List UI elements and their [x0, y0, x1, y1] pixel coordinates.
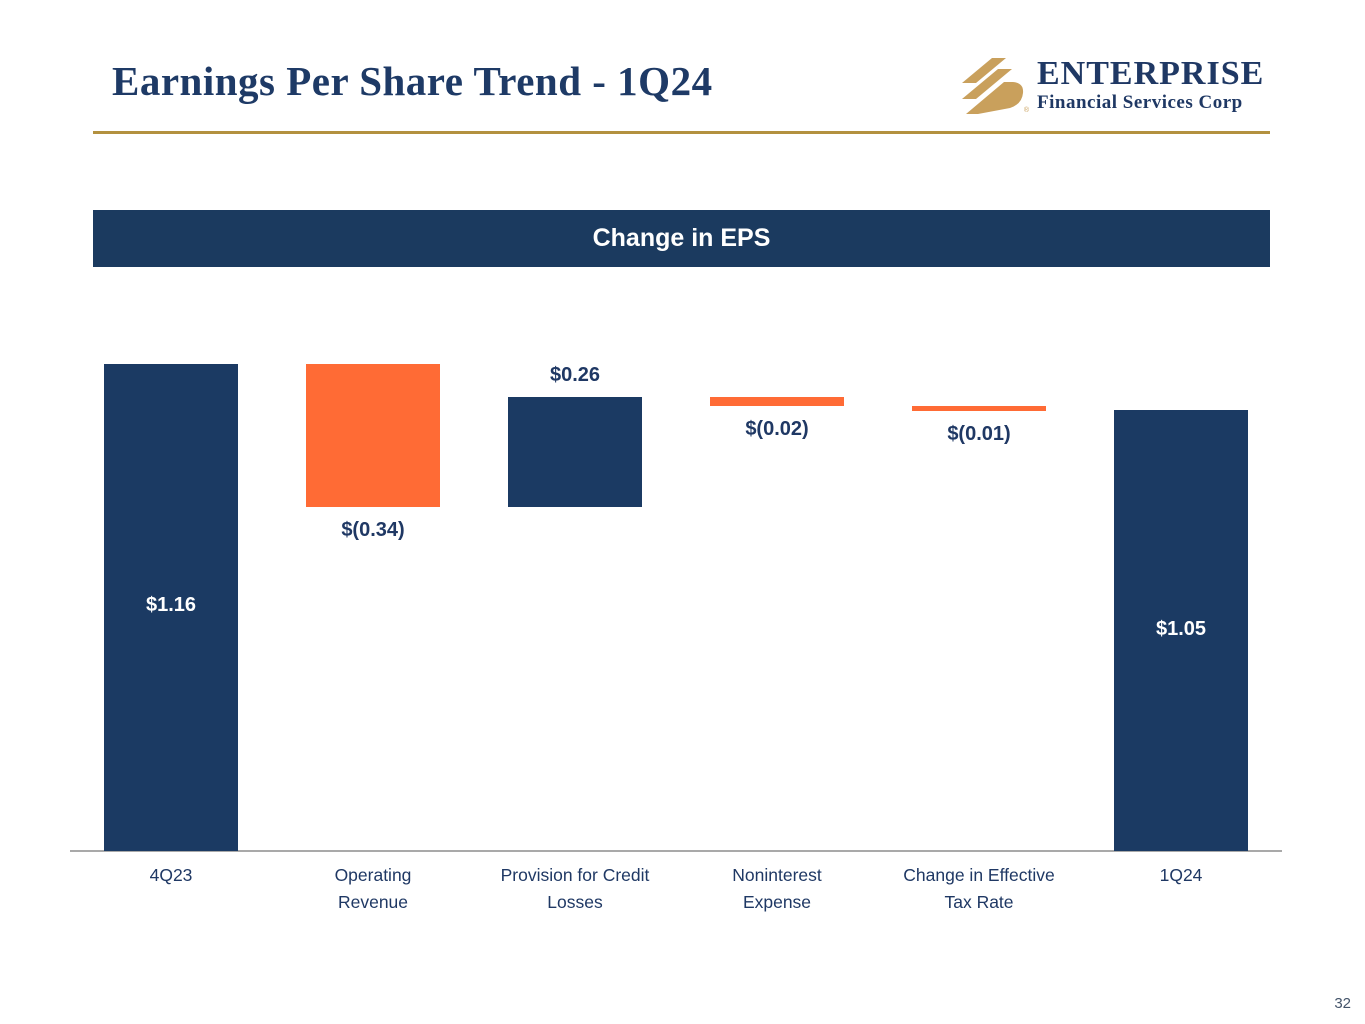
x-axis-label: 1Q24	[1159, 865, 1203, 885]
page-title: Earnings Per Share Trend - 1Q24	[112, 58, 713, 104]
x-axis-label: Provision for Credit Losses	[500, 865, 650, 912]
waterfall-bar-change-in-effective-tax-rate	[912, 405, 1046, 411]
logo-text: ENTERPRISE Financial Services Corp	[1037, 56, 1264, 114]
bar-value-label: $(0.01)	[947, 422, 1011, 445]
chart-title-banner: Change in EPS	[93, 210, 1270, 267]
waterfall-bar-4q23	[104, 363, 238, 851]
logo-company-subtitle: Financial Services Corp	[1037, 92, 1243, 113]
logo-stripes-icon: ®	[961, 56, 1029, 116]
waterfall-bar-noninterest-expense	[710, 397, 844, 406]
company-logo: ® ENTERPRISE Financial Services Corp	[961, 56, 1264, 116]
waterfall-bar-1q24	[1114, 410, 1248, 851]
x-axis-label: 4Q23	[149, 865, 193, 885]
bar-value-label: $1.05	[1155, 617, 1207, 640]
x-axis-label: Operating Revenue	[334, 865, 412, 912]
chart-title: Change in EPS	[592, 224, 771, 252]
title-divider	[93, 131, 1270, 134]
x-axis-label: Noninterest Expense	[732, 865, 822, 912]
waterfall-bar-operating-revenue	[306, 363, 440, 507]
registered-mark: ®	[1023, 107, 1029, 114]
bar-value-label: $1.16	[145, 594, 197, 617]
bar-value-label: $(0.34)	[341, 518, 405, 541]
logo-company-name: ENTERPRISE	[1037, 55, 1265, 92]
waterfall-bar-provision-for-credit-losses	[508, 397, 642, 507]
bar-value-label: $(0.02)	[745, 417, 809, 440]
x-axis-line	[70, 850, 1282, 852]
bar-value-label: $0.26	[549, 364, 601, 387]
page-number: 32	[1334, 995, 1351, 1012]
x-axis-label: Change in Effective Tax Rate	[903, 865, 1055, 912]
